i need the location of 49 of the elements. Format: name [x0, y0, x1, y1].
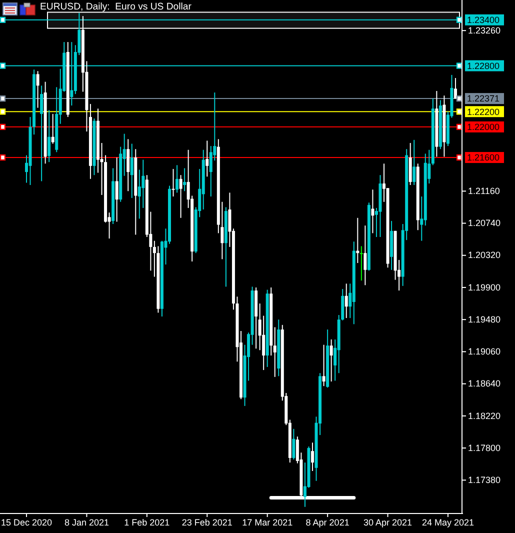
- candlestick: [126, 138, 130, 192]
- candlestick: [364, 225, 367, 286]
- ref-line-label: 1.22000: [467, 122, 500, 132]
- y-tick-label: 1.17800: [468, 442, 501, 453]
- ref-line-label: 1.22200: [467, 106, 500, 117]
- chart-title: EURUSD, Daily: Euro vs US Dollar: [40, 2, 192, 12]
- candlestick: [311, 442, 314, 472]
- candlestick: [48, 110, 51, 163]
- x-tick-label: 8 Apr 2021: [306, 517, 350, 528]
- candlestick: [183, 168, 186, 192]
- y-tick-label: 1.18640: [468, 378, 501, 389]
- candlestick: [40, 85, 44, 182]
- ref-line-label: 1.21600: [467, 152, 500, 163]
- candlestick: [179, 174, 182, 218]
- x-tick-label: 17 Mar 2021: [242, 517, 293, 528]
- x-tick-label: 30 Apr 2021: [363, 517, 412, 528]
- y-tick-label: 1.23260: [468, 25, 501, 36]
- y-tick-label: 1.17380: [468, 475, 501, 486]
- candlestick: [292, 428, 296, 460]
- candlestick: [172, 168, 175, 197]
- candlestick: [206, 140, 209, 178]
- candlestick: [36, 70, 40, 108]
- y-tick-label: 1.19900: [468, 282, 501, 292]
- ref-line-label: 1.22371: [467, 94, 500, 104]
- y-tick-label: 1.20320: [468, 250, 501, 260]
- candlestick: [344, 283, 348, 319]
- candlestick: [130, 143, 134, 199]
- y-tick-label: 1.18220: [468, 410, 501, 421]
- x-tick-label: 24 May 2021: [422, 517, 474, 528]
- y-tick-label: 1.19480: [468, 314, 501, 324]
- y-tick-label: 1.19060: [468, 346, 501, 357]
- candlestick: [330, 338, 333, 382]
- candlestick: [371, 189, 374, 234]
- candlestick: [360, 246, 363, 282]
- candlestick: [273, 326, 276, 378]
- candlestick: [412, 139, 416, 186]
- ref-line-label: 1.23400: [467, 15, 500, 26]
- candlestick: [176, 164, 179, 194]
- candlestick: [115, 156, 118, 222]
- x-tick-label: 15 Dec 2020: [1, 517, 52, 528]
- candlestick: [322, 344, 326, 387]
- candlestick: [454, 77, 457, 100]
- x-tick-label: 1 Feb 2021: [124, 517, 170, 528]
- x-tick-label: 23 Feb 2021: [182, 517, 232, 528]
- y-tick-label: 1.21160: [468, 186, 500, 196]
- y-tick-label: 1.20740: [468, 218, 501, 228]
- x-tick-label: 8 Jan 2021: [64, 517, 109, 528]
- candlestick: [51, 113, 54, 144]
- ref-line-label: 1.22800: [467, 60, 500, 71]
